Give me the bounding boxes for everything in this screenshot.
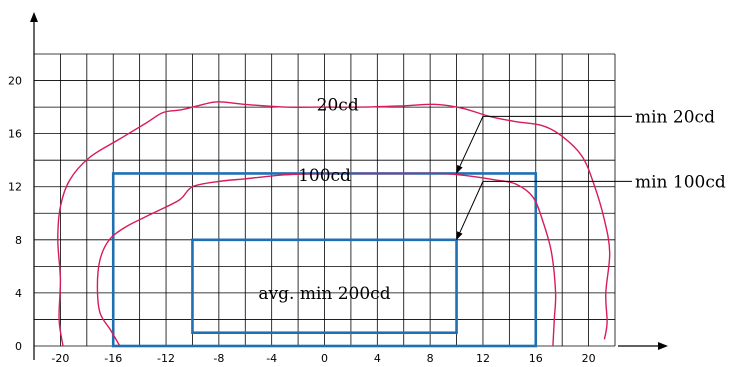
isolux-curve-20cd — [57, 101, 611, 347]
x-tick-label: 12 — [476, 352, 490, 365]
x-tick-label: -8 — [213, 352, 224, 365]
rect-inner — [191, 238, 458, 335]
x-tick-label: -16 — [104, 352, 122, 365]
x-tick-label: -20 — [51, 352, 69, 365]
x-tick-label: 20 — [582, 352, 596, 365]
annotation-label: min 100cd — [635, 172, 726, 192]
y-tick-label: 12 — [8, 181, 22, 194]
x-tick-label: 16 — [529, 352, 543, 365]
y-tick-label: 4 — [15, 287, 22, 300]
x-tick-label: 4 — [374, 352, 381, 365]
x-tick-label: 8 — [427, 352, 434, 365]
y-tick-label: 0 — [15, 340, 22, 353]
rect-label: avg. min 200cd — [258, 284, 390, 304]
isolux-curve-100cd — [96, 172, 557, 347]
isolux-curves: 20cd 100cd — [57, 95, 611, 347]
y-tick-label: 20 — [8, 75, 22, 88]
leader-line — [456, 180, 632, 241]
leader-line — [456, 115, 632, 174]
y-axis-arrowhead — [30, 12, 38, 22]
leader-arrowhead — [456, 164, 463, 174]
y-tick-label: 8 — [15, 234, 22, 247]
x-tick-label: -4 — [266, 352, 277, 365]
x-axis-arrowhead — [658, 342, 668, 350]
y-tick-label: 16 — [8, 128, 22, 141]
grid — [33, 53, 616, 347]
annotations: min 20cd min 100cd — [456, 107, 726, 241]
isolux-label: 20cd — [317, 95, 359, 115]
tick-labels: -20 -16 -12 -8 -4 0 4 8 12 16 20 0 4 8 12 16 20 — [8, 75, 596, 365]
axes — [30, 12, 668, 360]
annotation-label: min 20cd — [635, 107, 715, 127]
x-tick-label: -12 — [157, 352, 175, 365]
x-tick-label: 0 — [321, 352, 328, 365]
leader-arrowhead — [456, 231, 463, 240]
isolux-label: 100cd — [298, 166, 351, 186]
